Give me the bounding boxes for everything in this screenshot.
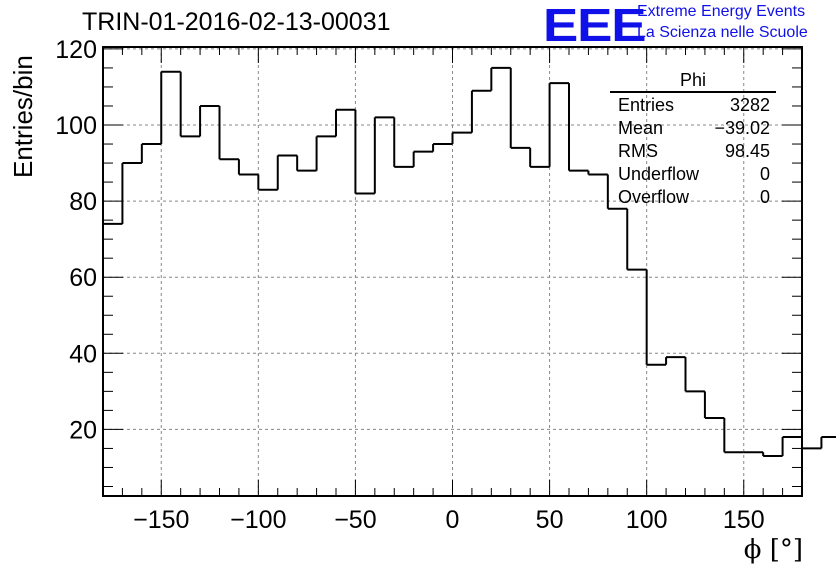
stats-row-underflow: Underflow 0 [610, 163, 776, 186]
y-tick-label: 60 [69, 264, 97, 292]
stats-label: Mean [618, 118, 664, 138]
x-tick-label: −100 [230, 506, 286, 534]
chart-title: TRIN-01-2016-02-13-00031 [82, 8, 391, 36]
stats-row-rms: RMS 98.45 [610, 140, 776, 163]
x-tick-label: 50 [536, 506, 564, 534]
logo-line-2: La Scienza nelle Scuole [637, 24, 808, 41]
stats-value: 0 [759, 164, 770, 184]
stats-value: 3282 [729, 95, 770, 115]
stats-label: Underflow [618, 164, 700, 184]
stats-value: −39.02 [714, 118, 770, 138]
y-tick-labels: 20 40 60 80 100 120 [55, 36, 97, 445]
stats-label: Overflow [618, 187, 690, 207]
logo-line-1: Extreme Energy Events [637, 3, 806, 20]
x-tick-label: −50 [334, 506, 376, 534]
x-tick-label: 100 [626, 506, 668, 534]
axis-ticks [103, 47, 802, 496]
x-axis-label: ϕ [°] [744, 535, 803, 565]
x-tick-label: −150 [133, 506, 189, 534]
y-tick-label: 40 [69, 340, 97, 368]
stats-value: 0 [759, 187, 770, 207]
stats-title: Phi [610, 70, 776, 93]
stats-row-entries: Entries 3282 [610, 94, 776, 117]
y-axis-label: Entries/bin [8, 55, 38, 178]
x-tick-labels: −150 −100 −50 0 50 100 150 [133, 506, 765, 534]
stats-label: Entries [618, 95, 675, 115]
eee-logo: EEE [543, 0, 647, 51]
y-tick-label: 100 [55, 112, 97, 140]
stats-row-overflow: Overflow 0 [610, 186, 776, 209]
stats-box: Phi Entries 3282 Mean −39.02 RMS 98.45 U… [610, 70, 776, 209]
y-tick-label: 80 [69, 188, 97, 216]
y-tick-label: 20 [69, 416, 97, 444]
histogram-bars [102, 66, 836, 496]
stats-label: RMS [618, 141, 658, 161]
stats-row-mean: Mean −39.02 [610, 117, 776, 140]
x-tick-label: 150 [723, 506, 765, 534]
x-tick-label: 0 [446, 506, 460, 534]
y-tick-label: 120 [55, 36, 97, 64]
stats-value: 98.45 [724, 141, 770, 161]
